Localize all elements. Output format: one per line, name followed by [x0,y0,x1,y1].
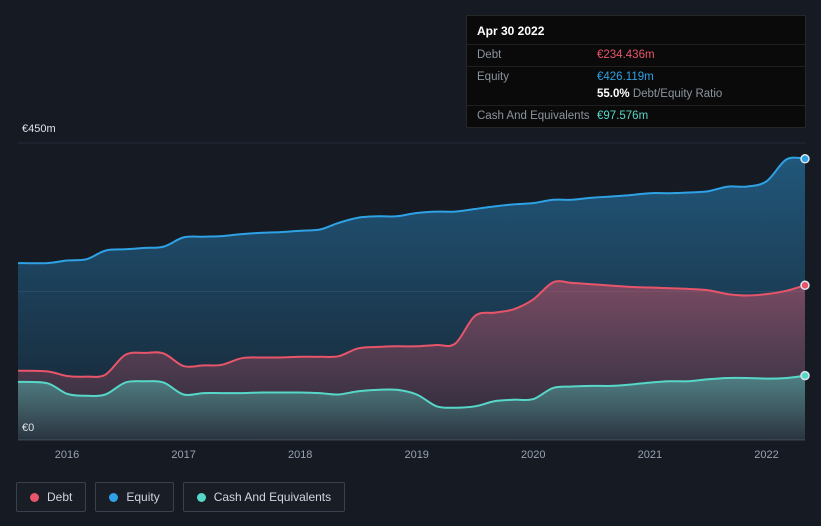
tooltip-row-debt: Debt €234.436m [467,44,805,66]
tooltip-equity-value: €426.119m [597,71,654,83]
legend-equity-label: Equity [126,490,160,504]
legend-cash-label: Cash And Equivalents [213,490,332,504]
tooltip-cash-label: Cash And Equivalents [477,110,590,122]
tooltip-row-ratio: 55.0% Debt/Equity Ratio [467,88,805,105]
tooltip-debt-label: Debt [477,49,502,61]
legend-item-debt[interactable]: Debt [16,482,87,512]
svg-text:2022: 2022 [754,449,778,461]
tooltip-ratio-value: 55.0% Debt/Equity Ratio [597,88,795,100]
cash-dot-icon [196,492,206,502]
ratio-caption: Debt/Equity Ratio [632,88,723,100]
svg-text:2019: 2019 [404,449,428,461]
y-axis-bottom-label: €0 [22,422,35,434]
tooltip-date: Apr 30 2022 [477,24,545,38]
tooltip-row-cash: Cash And Equivalents €97.576m [467,105,805,127]
tooltip-equity-label: Equity [477,71,509,83]
svg-text:2021: 2021 [638,449,662,461]
legend: Debt Equity Cash And Equivalents [16,482,346,512]
ratio-percent: 55.0% [597,88,630,100]
debt-dot-icon [30,492,39,502]
legend-item-equity[interactable]: Equity [95,482,174,512]
tooltip-row-equity: Equity €426.119m [467,66,805,88]
y-axis-top-label: €450m [22,123,56,135]
legend-debt-label: Debt [47,490,73,504]
tooltip-cash-value: €97.576m [597,110,649,122]
svg-text:2016: 2016 [55,449,79,461]
svg-text:2020: 2020 [521,449,545,461]
tooltip-debt-value: €234.436m [597,49,655,61]
legend-item-cash[interactable]: Cash And Equivalents [182,482,346,512]
svg-text:2017: 2017 [171,449,195,461]
chart-tooltip: Apr 30 2022 Debt €234.436m Equity €426.1… [466,15,806,128]
equity-dot-icon [109,492,119,502]
svg-text:2018: 2018 [288,449,312,461]
